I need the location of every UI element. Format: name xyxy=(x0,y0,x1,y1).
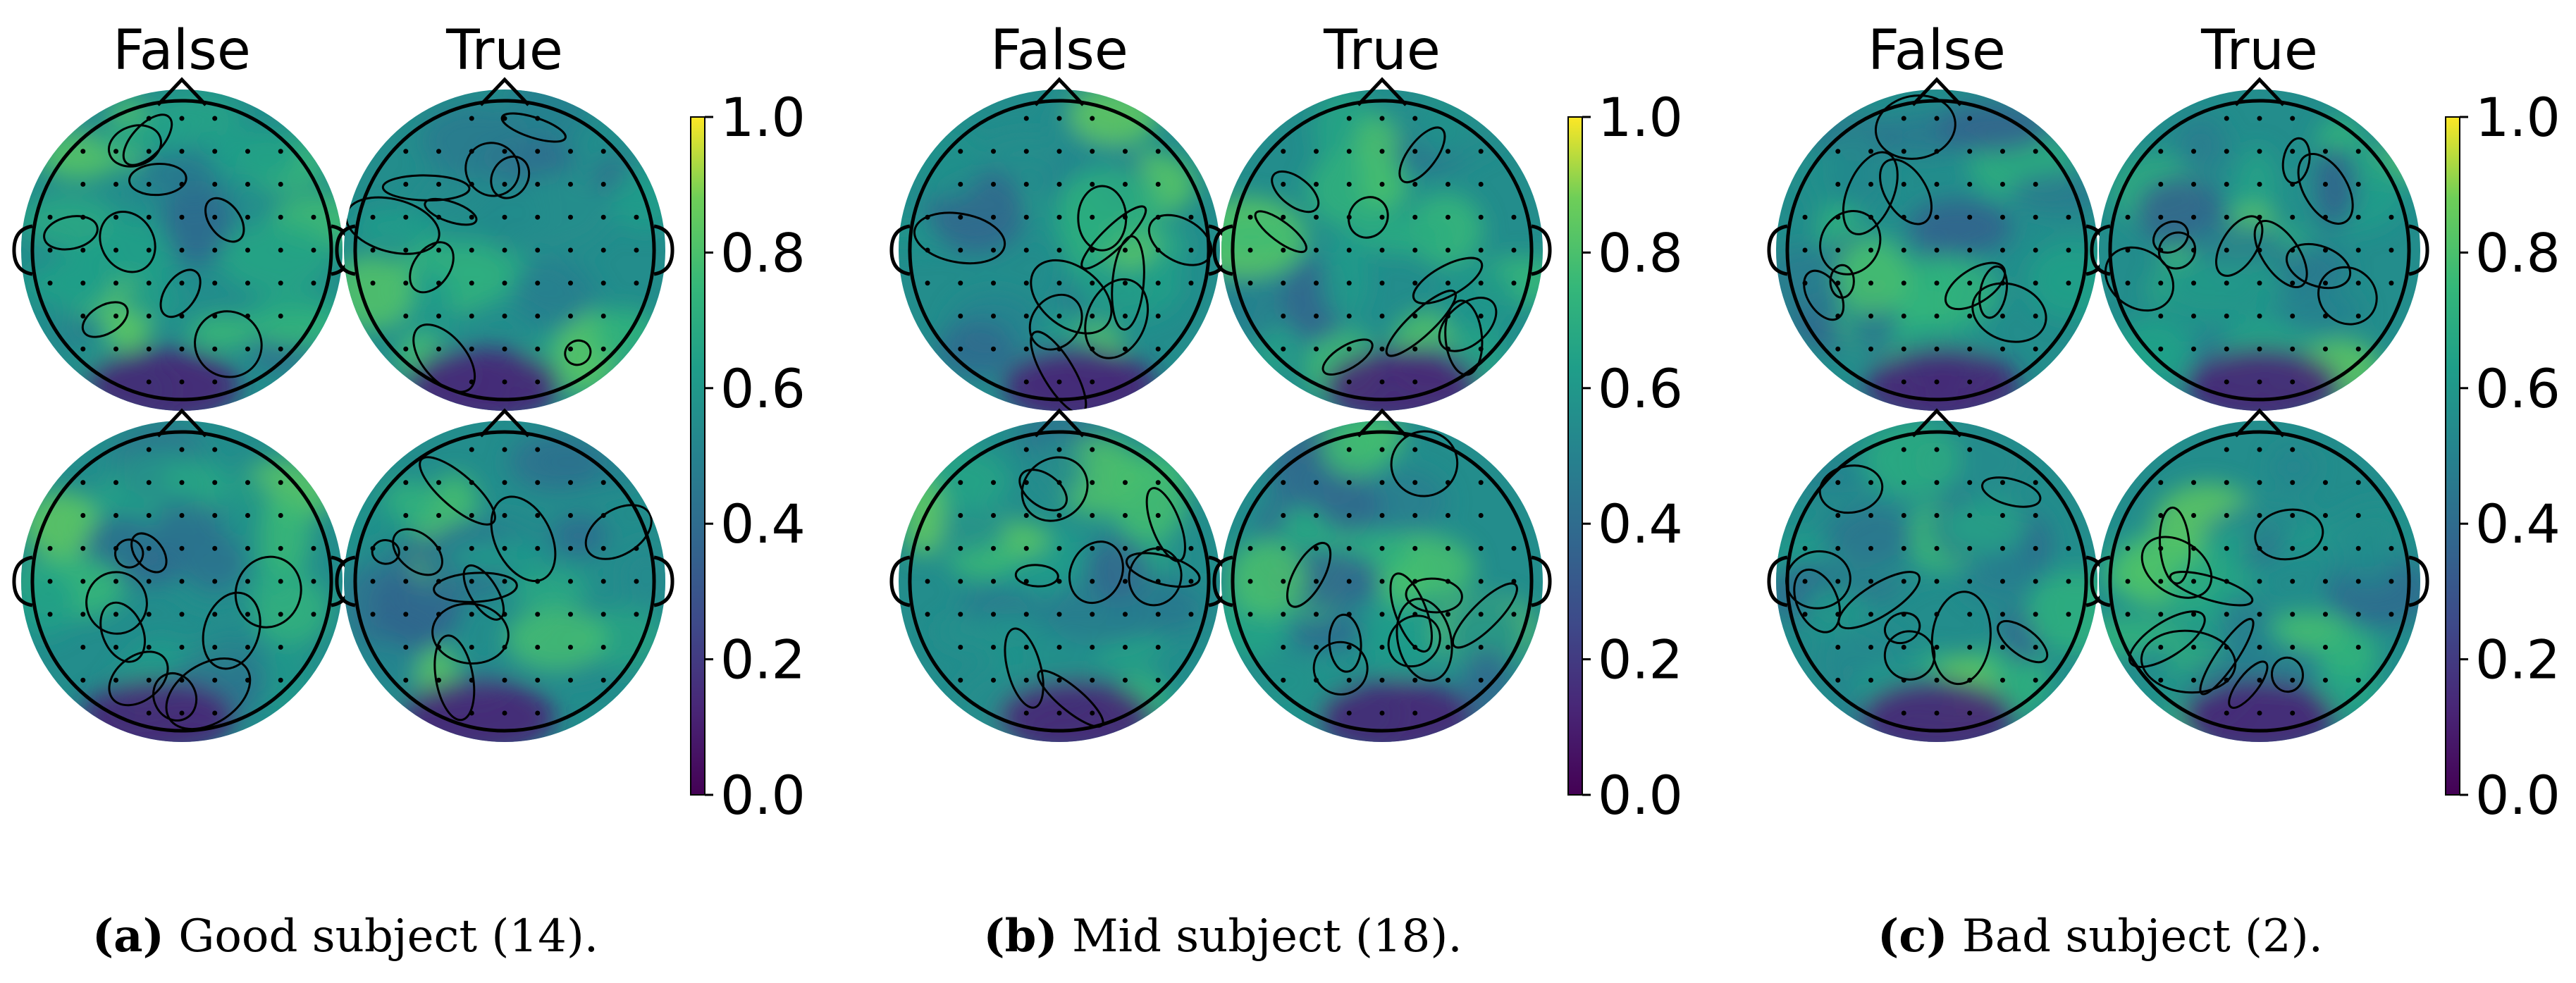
column-title: False xyxy=(1868,19,2006,82)
panel-caption: (b) Mid subject (18). xyxy=(983,910,1462,963)
head-outline xyxy=(1231,430,1534,733)
nose-outline xyxy=(1034,408,1085,438)
topomap-c-r1-c2 xyxy=(2090,77,2429,411)
caption-label: (a) xyxy=(92,910,164,963)
nose-outline xyxy=(156,77,207,106)
colorbar-tick-label: 0.4 xyxy=(2475,493,2560,555)
nose-outline xyxy=(479,408,530,438)
colorbar: 0.0 0.2 0.4 0.6 0.8 1.0 xyxy=(2445,86,2560,827)
colorbar-tick-label: 1.0 xyxy=(1598,86,1683,149)
head-outline xyxy=(908,99,1211,402)
head-outline xyxy=(908,430,1211,733)
left-ear-outline xyxy=(335,555,356,607)
caption-text: Mid subject (18). xyxy=(1058,910,1462,963)
nose-outline xyxy=(2234,77,2285,106)
topomap-a-r2-c2 xyxy=(335,408,674,742)
colorbar-tick-label: 0.6 xyxy=(720,357,806,420)
panel-caption: (c) Bad subject (2). xyxy=(1878,910,2323,963)
head-outline xyxy=(2108,430,2411,733)
left-ear-outline xyxy=(335,224,356,276)
panel-caption: (a) Good subject (14). xyxy=(92,910,598,963)
colorbar-tick-label: 0.4 xyxy=(1598,493,1683,555)
topomap-c-r1-c1 xyxy=(1767,77,2107,411)
nose-outline xyxy=(2234,408,2285,438)
right-ear-outline xyxy=(653,224,674,276)
left-ear-outline xyxy=(1212,224,1233,276)
caption-label: (b) xyxy=(983,910,1057,963)
colorbar-tick-label: 0.6 xyxy=(2475,357,2560,420)
nose-outline xyxy=(1911,408,1962,438)
head-outline xyxy=(2108,99,2411,402)
panel-a: False True 0.0 0.2 0.4 0.6 0.8 1.0 (a) Good subj… xyxy=(12,19,806,963)
nose-outline xyxy=(1357,77,1407,106)
colorbar-tick-label: 0.2 xyxy=(2475,629,2560,691)
colorbar-gradient xyxy=(690,116,705,796)
nose-outline xyxy=(479,77,530,106)
left-ear-outline xyxy=(1767,555,1788,607)
right-ear-outline xyxy=(1531,555,1552,607)
right-ear-outline xyxy=(1531,224,1552,276)
left-ear-outline xyxy=(1767,224,1788,276)
column-title: True xyxy=(445,19,563,82)
head-outline xyxy=(30,430,333,733)
left-ear-outline xyxy=(2090,224,2111,276)
head-outline xyxy=(353,99,656,402)
topomap-b-r2-c2 xyxy=(1212,408,1552,742)
right-ear-outline xyxy=(2408,555,2429,607)
nose-outline xyxy=(1357,408,1407,438)
topomap-a-r2-c1 xyxy=(12,408,352,742)
colorbar-tick-label: 0.8 xyxy=(1598,221,1683,284)
topomap-c-r2-c1 xyxy=(1767,408,2107,742)
column-title: False xyxy=(113,19,251,82)
caption-label: (c) xyxy=(1878,910,1948,963)
colorbar-tick-label: 0.6 xyxy=(1598,357,1683,420)
left-ear-outline xyxy=(12,224,33,276)
column-title: True xyxy=(2200,19,2318,82)
colorbar: 0.0 0.2 0.4 0.6 0.8 1.0 xyxy=(690,86,806,827)
colorbar-tick-label: 0.2 xyxy=(720,629,806,691)
right-ear-outline xyxy=(653,555,674,607)
topomap-a-r1-c1 xyxy=(12,77,352,411)
colorbar-tick-label: 1.0 xyxy=(720,86,806,149)
colorbar-gradient xyxy=(1567,116,1583,796)
colorbar-tick-label: 0.0 xyxy=(2475,764,2560,827)
nose-outline xyxy=(1911,77,1962,106)
topomap-a-r1-c2 xyxy=(335,77,674,411)
nose-outline xyxy=(156,408,207,438)
topomap-c-r2-c2 xyxy=(2090,408,2429,742)
colorbar-gradient xyxy=(2445,116,2460,796)
topomap-b-r1-c1 xyxy=(889,77,1229,411)
colorbar-tick-label: 0.4 xyxy=(720,493,806,555)
left-ear-outline xyxy=(889,555,911,607)
left-ear-outline xyxy=(12,555,33,607)
left-ear-outline xyxy=(1212,555,1233,607)
head-outline xyxy=(1785,430,2088,733)
colorbar-tick-label: 0.0 xyxy=(720,764,806,827)
left-ear-outline xyxy=(2090,555,2111,607)
colorbar: 0.0 0.2 0.4 0.6 0.8 1.0 xyxy=(1567,86,1683,827)
column-title: False xyxy=(990,19,1128,82)
head-outline xyxy=(1785,99,2088,402)
colorbar-tick-label: 0.8 xyxy=(720,221,806,284)
caption-text: Good subject (14). xyxy=(164,910,598,963)
head-outline xyxy=(30,99,333,402)
right-ear-outline xyxy=(2408,224,2429,276)
topomap-b-r2-c1 xyxy=(889,408,1229,742)
colorbar-tick-label: 0.8 xyxy=(2475,221,2560,284)
column-title: True xyxy=(1323,19,1441,82)
left-ear-outline xyxy=(889,224,911,276)
topomap-b-r1-c2 xyxy=(1212,77,1552,411)
head-outline xyxy=(353,430,656,733)
nose-outline xyxy=(1034,77,1085,106)
colorbar-tick-label: 1.0 xyxy=(2475,86,2560,149)
colorbar-tick-label: 0.2 xyxy=(1598,629,1683,691)
colorbar-tick-label: 0.0 xyxy=(1598,764,1683,827)
panel-b: False True 0.0 0.2 0.4 0.6 0.8 1.0 (b) Mid subje… xyxy=(889,19,1683,963)
head-outline xyxy=(1231,99,1534,402)
panel-c: False True 0.0 0.2 0.4 0.6 0.8 1.0 (c) Bad subje… xyxy=(1767,19,2560,963)
caption-text: Bad subject (2). xyxy=(1948,910,2324,963)
